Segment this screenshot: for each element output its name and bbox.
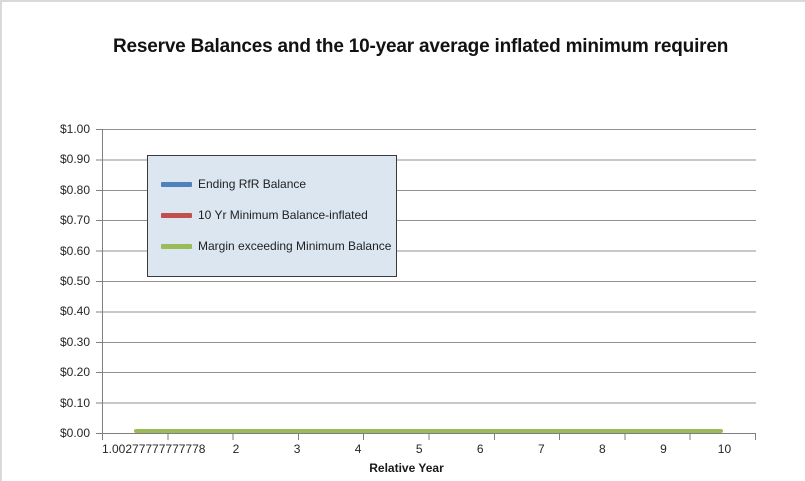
- x-axis-label: 9: [660, 442, 667, 456]
- x-axis-label: 6: [476, 442, 484, 456]
- x-axis-label: 5: [415, 442, 423, 456]
- x-axis-label: 2: [232, 442, 240, 456]
- legend-swatch-margin-exceeding-minimum-balance: [161, 243, 192, 249]
- y-axis-label: $1.00: [59, 122, 90, 136]
- legend-swatch-10yr-minimum-balance-inflated: [161, 212, 192, 218]
- y-axis-ticks: [96, 129, 102, 434]
- x-axis-title: Relative Year: [369, 461, 444, 475]
- legend-label: Margin exceeding Minimum Balance: [198, 239, 392, 253]
- legend-label: Ending RfR Balance: [198, 177, 307, 191]
- y-axis-label: $0.00: [59, 426, 90, 440]
- x-axis-label: 4: [354, 442, 362, 456]
- x-axis-label: 1.00277777777778: [102, 442, 206, 456]
- legend[interactable]: Ending RfR Balance 10 Yr Minimum Balance…: [147, 155, 397, 277]
- x-axis-ticks: [102, 433, 757, 440]
- series-line-margin-exceeding-minimum-balance: [134, 429, 723, 433]
- x-axis-label: 7: [537, 442, 545, 456]
- legend-item: 10 Yr Minimum Balance-inflated: [161, 207, 396, 223]
- x-axis-label: 8: [599, 442, 606, 456]
- chart-title: Reserve Balances and the 10-year average…: [113, 36, 729, 57]
- y-axis-label: $0.70: [59, 213, 90, 228]
- chart-border-left: [0, 0, 2, 481]
- legend-item: Ending RfR Balance: [161, 176, 396, 192]
- x-axis-label: 10: [717, 442, 732, 456]
- y-axis-label: $0.20: [59, 365, 90, 380]
- legend-label: 10 Yr Minimum Balance-inflated: [198, 208, 368, 222]
- y-axis-label: $0.40: [59, 304, 90, 319]
- y-axis-label: $0.50: [59, 274, 90, 288]
- y-axis-label: $0.10: [59, 395, 90, 410]
- x-axis-labels: 1.00277777777778 2 3 4 5 6 7 8 9 10: [102, 441, 755, 457]
- x-axis-label: 3: [293, 442, 301, 456]
- legend-swatch-ending-rfr-balance: [161, 181, 192, 187]
- y-axis-label: $0.30: [59, 334, 90, 349]
- y-axis-label: $0.90: [59, 152, 90, 167]
- legend-item: Margin exceeding Minimum Balance: [161, 238, 396, 254]
- y-axis-label: $0.80: [59, 182, 90, 197]
- y-axis-label: $0.60: [59, 243, 90, 258]
- chart-border-top: [0, 0, 805, 2]
